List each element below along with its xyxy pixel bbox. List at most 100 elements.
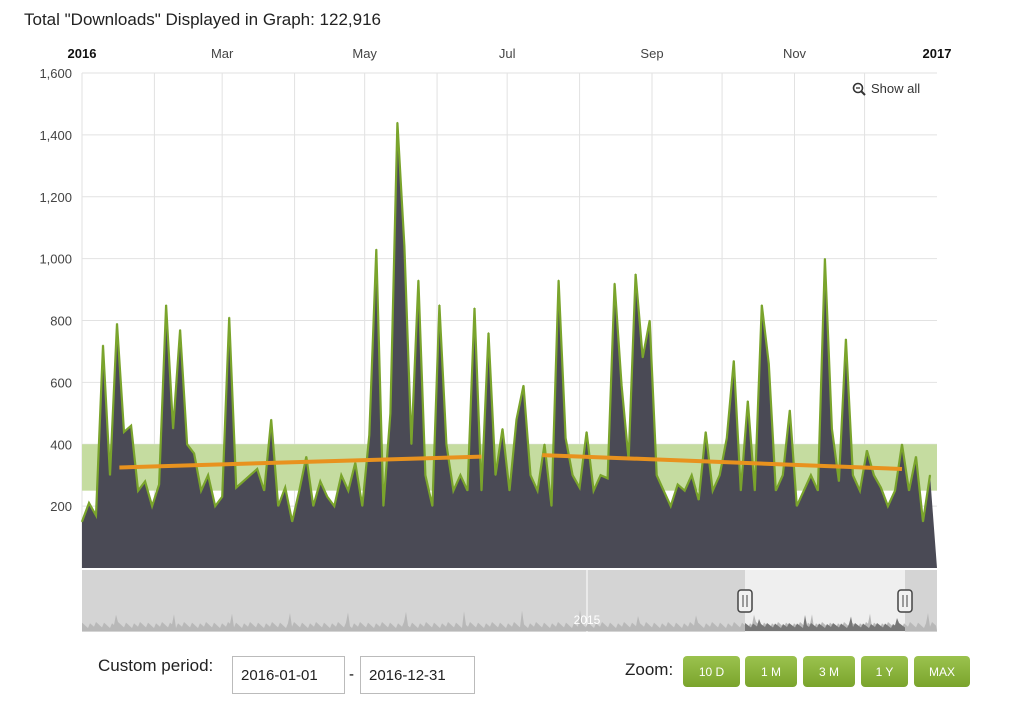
navigator-handle[interactable] bbox=[897, 589, 913, 613]
y-tick-label: 800 bbox=[50, 314, 72, 329]
data-point bbox=[270, 418, 272, 421]
y-tick-label: 1,400 bbox=[39, 128, 72, 143]
data-point bbox=[838, 480, 840, 482]
y-tick-label: 600 bbox=[50, 375, 72, 390]
data-point bbox=[263, 490, 265, 492]
data-point bbox=[487, 332, 490, 334]
data-point bbox=[102, 344, 104, 346]
data-point bbox=[508, 490, 511, 492]
zoom-1m-button[interactable]: 1 M bbox=[745, 656, 797, 687]
data-point bbox=[123, 431, 125, 433]
data-point bbox=[585, 431, 588, 433]
data-point bbox=[291, 520, 293, 523]
x-tick-label: 2016 bbox=[68, 46, 97, 61]
data-point bbox=[200, 490, 202, 492]
data-point bbox=[88, 502, 90, 504]
data-point bbox=[347, 490, 349, 492]
zoom-3m-button[interactable]: 3 M bbox=[803, 656, 855, 687]
data-point bbox=[81, 520, 83, 523]
data-point bbox=[410, 443, 412, 445]
downloads-chart: 200 400 600 800 1,000 1,200 1,400 1,600 2016 Mar M… bbox=[39, 46, 952, 632]
data-point bbox=[249, 474, 251, 476]
data-point bbox=[557, 279, 560, 281]
data-point bbox=[550, 505, 553, 507]
date-to-input[interactable] bbox=[360, 656, 475, 694]
data-point bbox=[256, 468, 258, 470]
show-all-button[interactable]: Show all bbox=[852, 81, 920, 96]
data-point bbox=[277, 505, 279, 507]
data-point bbox=[705, 431, 707, 433]
data-point bbox=[445, 443, 448, 445]
zoom-10d-button[interactable]: 10 D bbox=[683, 656, 740, 687]
data-point bbox=[740, 490, 742, 492]
data-point bbox=[782, 474, 784, 476]
data-point bbox=[901, 443, 903, 445]
zoom-1y-button[interactable]: 1 Y bbox=[861, 656, 908, 687]
data-point bbox=[137, 490, 139, 492]
data-point bbox=[922, 520, 924, 523]
data-point bbox=[894, 490, 896, 492]
x-tick-label: Nov bbox=[783, 46, 807, 61]
data-point bbox=[761, 304, 763, 306]
data-point bbox=[564, 437, 567, 439]
data-point bbox=[522, 384, 525, 387]
data-point bbox=[684, 490, 686, 492]
trend-line bbox=[119, 454, 482, 470]
data-point bbox=[305, 456, 307, 458]
data-point bbox=[649, 319, 651, 322]
data-point bbox=[691, 474, 693, 476]
series-area bbox=[82, 122, 937, 568]
data-point bbox=[614, 282, 616, 284]
data-point bbox=[642, 357, 644, 359]
data-point bbox=[431, 505, 434, 507]
data-point bbox=[852, 474, 854, 476]
data-point bbox=[866, 449, 868, 452]
data-point bbox=[340, 474, 342, 476]
data-point bbox=[803, 490, 805, 492]
navigator-handle[interactable] bbox=[737, 589, 753, 613]
series-line bbox=[80, 122, 932, 522]
x-tick-label: Sep bbox=[640, 46, 663, 61]
data-point bbox=[179, 329, 181, 331]
data-point bbox=[536, 490, 539, 492]
data-point bbox=[242, 480, 244, 482]
data-point bbox=[775, 490, 777, 492]
data-point bbox=[459, 474, 462, 476]
data-point bbox=[515, 418, 518, 421]
data-point bbox=[796, 505, 798, 507]
data-point bbox=[789, 409, 791, 411]
data-point bbox=[438, 304, 441, 306]
data-point bbox=[284, 486, 286, 489]
data-point bbox=[635, 273, 637, 275]
data-point bbox=[578, 486, 581, 489]
data-point bbox=[186, 443, 188, 445]
data-point bbox=[193, 452, 195, 455]
y-tick-label: 1,600 bbox=[39, 66, 72, 81]
zoom-out-icon bbox=[852, 82, 866, 96]
data-point bbox=[326, 496, 328, 498]
data-point bbox=[726, 437, 728, 439]
data-point bbox=[95, 514, 97, 517]
data-point bbox=[207, 474, 209, 476]
x-tick-label: 2017 bbox=[923, 46, 952, 61]
data-point bbox=[466, 490, 469, 492]
data-point bbox=[480, 490, 483, 492]
show-all-label: Show all bbox=[871, 81, 921, 96]
data-point bbox=[312, 505, 314, 507]
navigator-selected-series bbox=[745, 615, 905, 631]
data-point bbox=[116, 322, 118, 325]
data-point bbox=[494, 474, 497, 476]
navigator-selected-range bbox=[745, 570, 905, 632]
x-tick-label: May bbox=[352, 46, 377, 61]
data-point bbox=[831, 428, 833, 430]
data-point bbox=[929, 474, 931, 476]
data-point bbox=[228, 316, 230, 319]
data-point bbox=[382, 505, 384, 507]
data-point bbox=[389, 412, 391, 414]
data-point bbox=[677, 483, 679, 486]
y-tick-label: 200 bbox=[50, 499, 72, 514]
zoom-max-button[interactable]: MAX bbox=[914, 656, 970, 687]
data-point bbox=[333, 505, 335, 507]
data-point bbox=[221, 496, 223, 498]
date-from-input[interactable] bbox=[232, 656, 345, 694]
